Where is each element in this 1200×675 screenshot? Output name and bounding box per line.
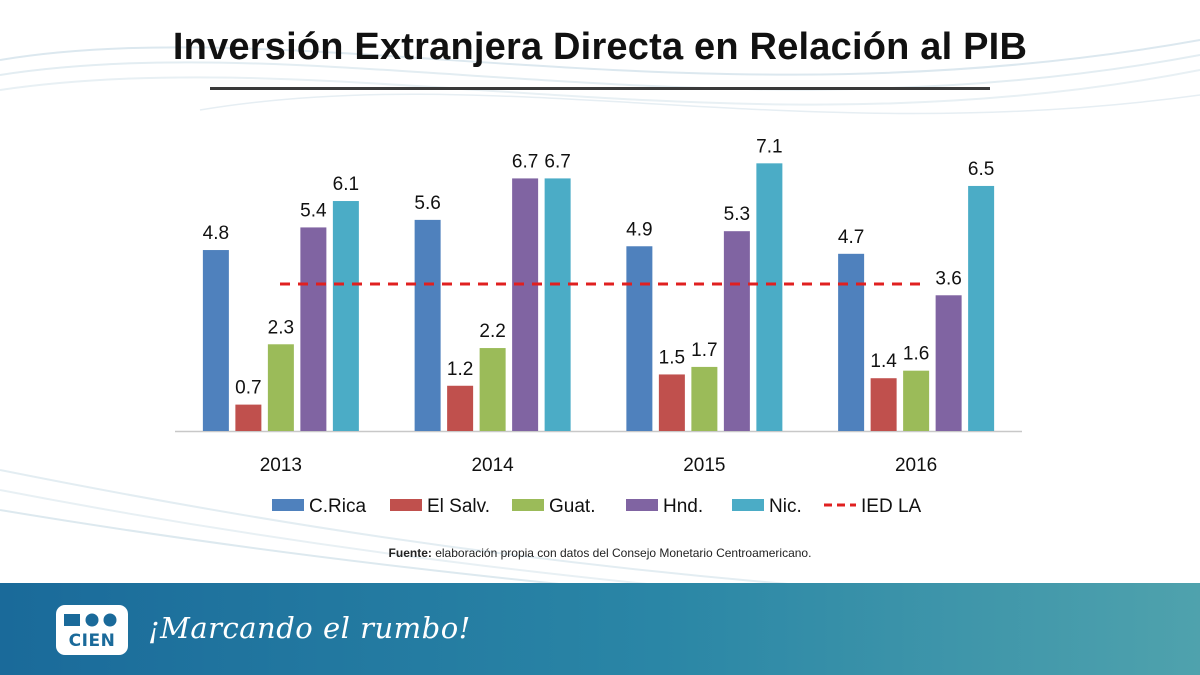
bar-elsalv-2013 xyxy=(235,404,262,431)
legend-swatch xyxy=(732,499,764,511)
bar-crica-2015 xyxy=(626,246,653,431)
bar-hnd-2015 xyxy=(723,231,750,431)
legend-swatch xyxy=(390,499,422,511)
data-label: 2.2 xyxy=(479,321,505,342)
data-label: 1.6 xyxy=(903,344,929,365)
data-label: 4.7 xyxy=(838,227,864,248)
data-label: 2.3 xyxy=(268,317,294,338)
data-label: 6.5 xyxy=(968,159,994,180)
footer-band: CIEN ¡Marcando el rumbo! xyxy=(0,583,1200,675)
logo-text: CIEN xyxy=(68,631,116,651)
x-tick-label: 2015 xyxy=(683,455,725,476)
legend-swatch xyxy=(626,499,658,511)
data-label: 6.7 xyxy=(544,151,570,172)
data-label: 5.4 xyxy=(300,200,327,221)
bar-nic-2016 xyxy=(968,185,995,431)
data-label: 1.2 xyxy=(447,359,473,380)
bar-nic-2013 xyxy=(332,201,359,431)
cien-logo: CIEN xyxy=(56,605,128,655)
legend-label: Guat. xyxy=(549,496,595,517)
data-label: 1.4 xyxy=(870,351,897,372)
title-underline xyxy=(210,87,990,90)
bar-hnd-2013 xyxy=(300,227,327,431)
data-label: 1.5 xyxy=(659,347,685,368)
bar-hnd-2014 xyxy=(512,178,539,431)
data-label: 4.8 xyxy=(203,223,229,244)
legend-swatch xyxy=(272,499,304,511)
bar-elsalv-2016 xyxy=(870,378,897,431)
source-note: Fuente: elaboración propia con datos del… xyxy=(0,546,1200,560)
logo-mark-icon xyxy=(64,613,117,627)
bar-crica-2014 xyxy=(414,219,441,431)
legend-swatch xyxy=(512,499,544,511)
bar-guat-2015 xyxy=(691,366,718,431)
bar-crica-2013 xyxy=(202,250,229,431)
data-label: 6.1 xyxy=(333,174,359,195)
data-label: 5.6 xyxy=(414,193,440,214)
slogan: ¡Marcando el rumbo! xyxy=(148,611,471,645)
x-tick-label: 2014 xyxy=(471,455,514,476)
source-prefix: Fuente: xyxy=(388,546,432,560)
legend-label: El Salv. xyxy=(427,496,490,517)
bar-guat-2014 xyxy=(479,348,506,431)
bar-nic-2015 xyxy=(756,163,783,431)
legend-label: Nic. xyxy=(769,496,802,517)
bar-guat-2013 xyxy=(267,344,294,431)
data-label: 0.7 xyxy=(235,378,261,399)
chart-title: Inversión Extranjera Directa en Relación… xyxy=(172,26,1028,68)
bar-guat-2016 xyxy=(903,370,930,431)
bar-crica-2016 xyxy=(838,253,865,431)
legend-label: Hnd. xyxy=(663,496,703,517)
bar-elsalv-2014 xyxy=(447,385,474,431)
legend-label: C.Rica xyxy=(309,496,366,517)
data-label: 5.3 xyxy=(724,204,750,225)
data-label: 1.7 xyxy=(691,340,717,361)
x-tick-label: 2013 xyxy=(260,455,302,476)
data-label: 3.6 xyxy=(935,268,961,289)
data-label: 6.7 xyxy=(512,151,538,172)
bar-nic-2014 xyxy=(544,178,571,431)
data-label: 7.1 xyxy=(756,136,782,157)
x-tick-label: 2016 xyxy=(895,455,937,476)
bar-elsalv-2015 xyxy=(658,374,685,431)
data-label: 4.9 xyxy=(626,219,652,240)
bar-hnd-2016 xyxy=(935,295,962,431)
legend-label: IED LA xyxy=(861,496,922,517)
source-text: elaboración propia con datos del Consejo… xyxy=(435,546,812,560)
